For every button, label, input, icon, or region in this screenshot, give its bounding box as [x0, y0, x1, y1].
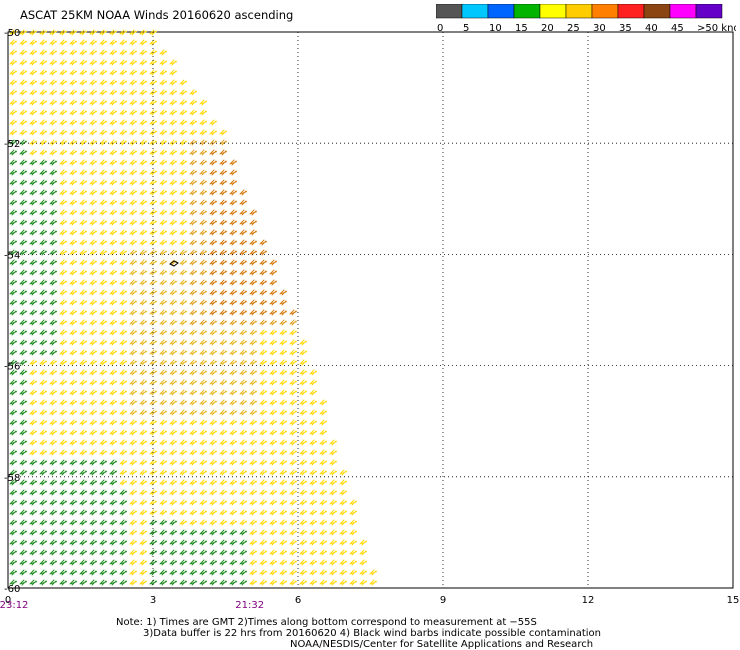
lon-tick-label: 3: [150, 595, 156, 606]
legend-label: 15: [515, 23, 528, 34]
legend-label: 20: [541, 23, 554, 34]
lon-tick-label: 6: [295, 595, 301, 606]
note-line-1: Note: 1) Times are GMT 2)Times along bot…: [116, 617, 537, 628]
lat-tick-label: -50: [4, 28, 20, 39]
time-label: 23:12: [0, 600, 28, 610]
map-gridlines: [8, 32, 733, 588]
wind-map: 0 3 6 9 12 15 -50 -52 -54 -56 -58 -60 23:12 21:32: [0, 28, 740, 610]
legend-label: 30: [593, 23, 606, 34]
legend-label: 40: [645, 23, 658, 34]
lat-tick-label: -52: [4, 139, 20, 150]
lon-tick-label: 9: [440, 595, 446, 606]
legend-swatch: [695, 4, 723, 19]
map-frame: [7, 31, 734, 589]
legend-label: >50 knots: [697, 23, 736, 34]
legend-label: 25: [567, 23, 580, 34]
lon-tick-label: 15: [727, 595, 740, 606]
wind-speed-legend: 0 5 10 15 20 25 30 35 40 45 >50 knots: [436, 4, 736, 34]
lat-tick-label: -54: [4, 250, 20, 261]
legend-label: 0: [437, 23, 443, 34]
legend-label: 10: [489, 23, 502, 34]
lat-tick-label: -60: [4, 584, 20, 595]
contamination-barb: [169, 260, 179, 267]
lat-tick-label: -56: [4, 362, 20, 373]
map-title: ASCAT 25KM NOAA Winds 20160620 ascending: [20, 8, 294, 22]
legend-label: 5: [463, 23, 469, 34]
time-label: 21:32: [235, 600, 264, 610]
legend-label: 45: [671, 23, 684, 34]
wind-barb-field: [9, 29, 378, 586]
lat-tick-label: -58: [4, 473, 20, 484]
lon-tick-label: 0: [5, 595, 11, 606]
note-line-3: NOAA/NESDIS/Center for Satellite Applica…: [290, 639, 594, 650]
note-line-2: 3)Data buffer is 22 hrs from 20160620 4)…: [143, 628, 601, 639]
lon-tick-label: 12: [582, 595, 595, 606]
legend-label: 35: [619, 23, 632, 34]
